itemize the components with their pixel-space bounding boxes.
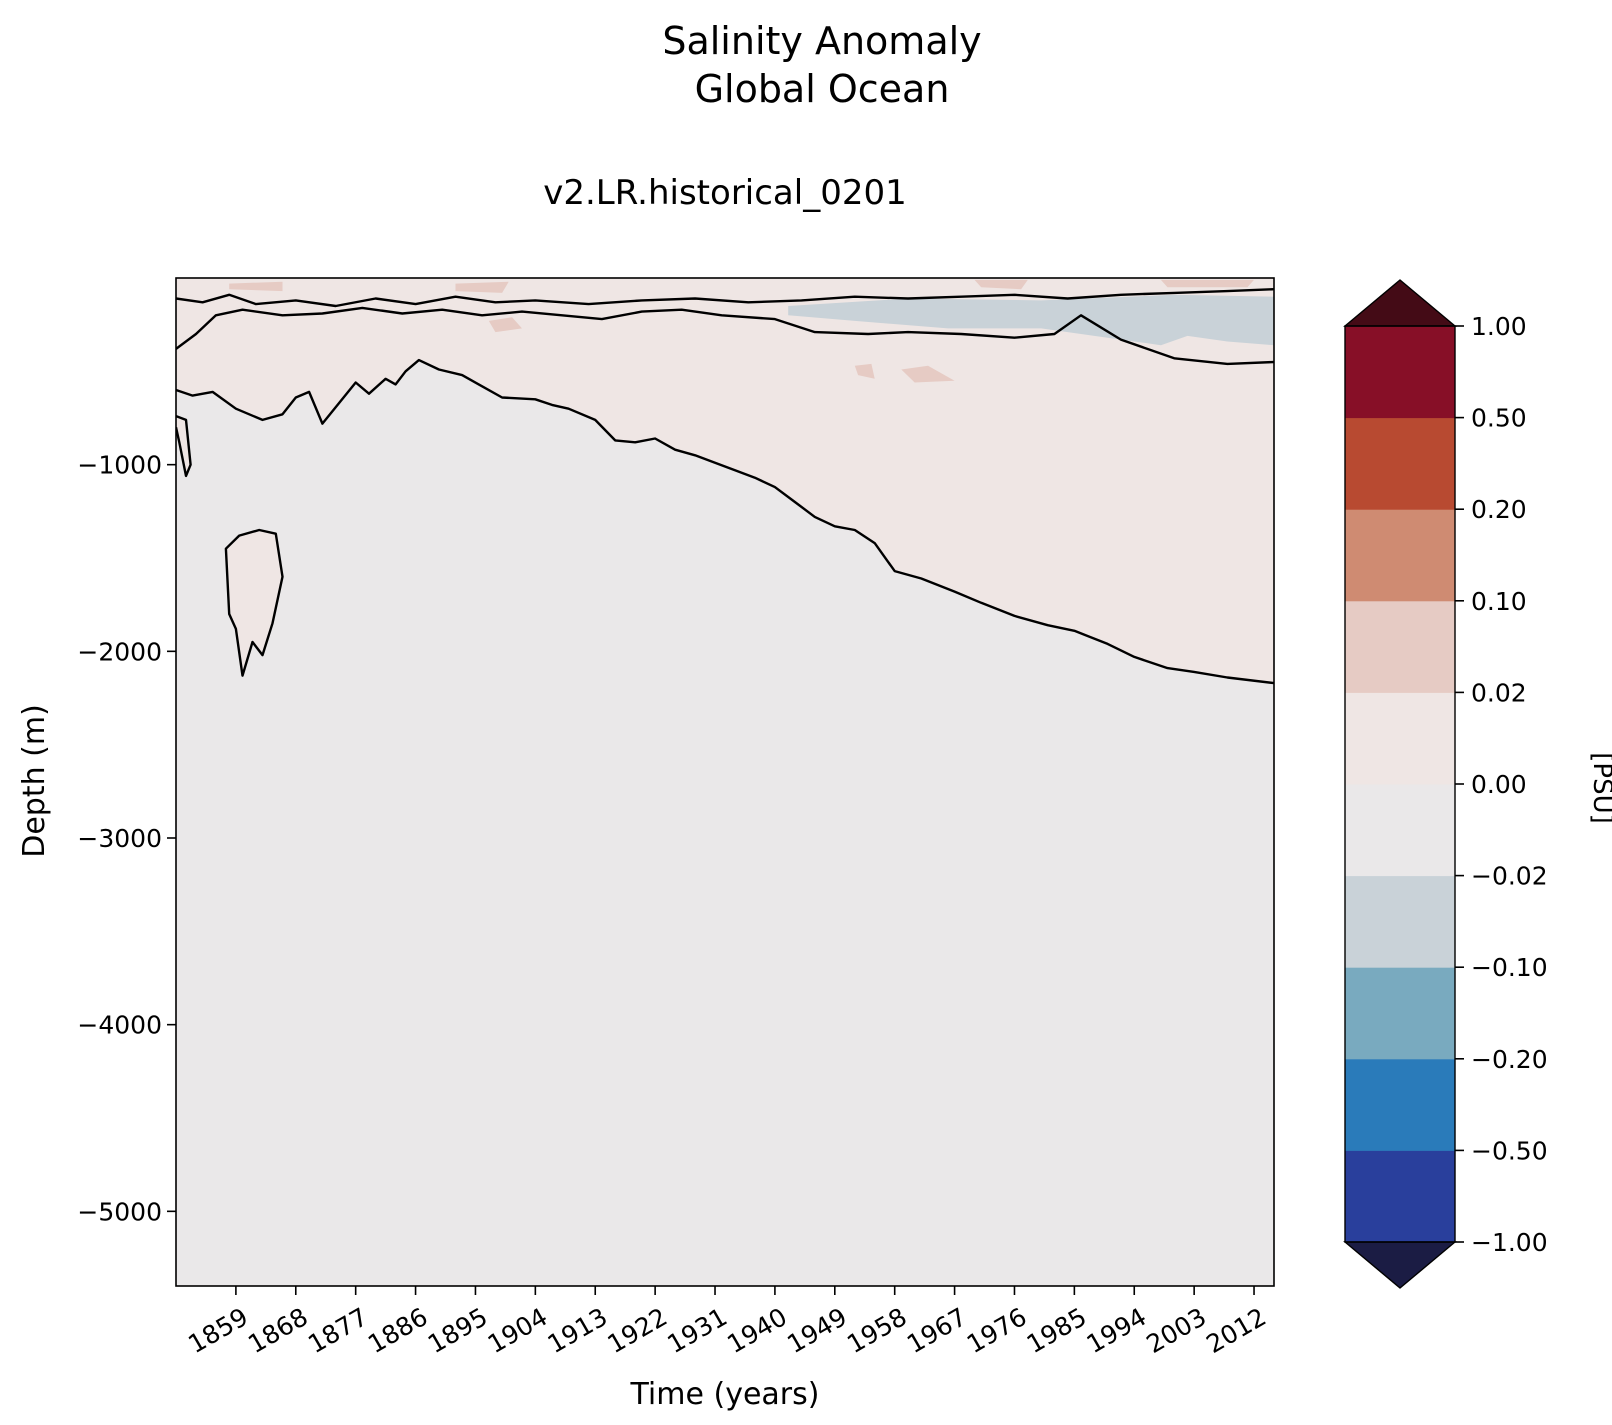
- colorbar-segment: [1345, 784, 1455, 877]
- salty-patch: [974, 279, 1028, 290]
- x-tick-label: 1904: [483, 1302, 553, 1359]
- chart-subtitle: v2.LR.historical_0201: [543, 173, 907, 213]
- x-tick-label: 1859: [183, 1302, 253, 1359]
- upper-contour-b: [176, 306, 1274, 366]
- colorbar-segment: [1345, 875, 1455, 968]
- bubble-contour: [224, 528, 284, 677]
- x-tick-label: 1877: [303, 1302, 373, 1359]
- x-tick-label: 1940: [722, 1302, 792, 1359]
- y-tick-label: −5000: [77, 1197, 162, 1226]
- y-tick-label: −2000: [77, 637, 162, 666]
- colorbar-tick-label: 0.00: [1471, 770, 1527, 799]
- colorbar-tick-label: −0.50: [1471, 1136, 1548, 1165]
- colorbar-under-arrow: [1343, 1241, 1457, 1289]
- salty-patch: [1160, 279, 1254, 288]
- y-tick-label: −4000: [77, 1011, 162, 1040]
- plot-area: [176, 278, 1274, 1286]
- x-tick-label: 1967: [902, 1302, 972, 1359]
- colorbar-over-arrow: [1343, 279, 1457, 327]
- x-tick-label: 1895: [423, 1302, 493, 1359]
- zero-contour: [176, 358, 1274, 685]
- colorbar-tick-label: 0.50: [1471, 404, 1527, 433]
- filled-regions: [176, 278, 1274, 684]
- salty-patch: [455, 281, 509, 293]
- colorbar: −1.00 −0.50 −0.20 −0.10 −0.02 0.00 0.02 0.10 0.2…: [1343, 279, 1548, 1289]
- contour-lines: [176, 288, 1274, 685]
- freshening-band: [788, 294, 1274, 346]
- x-tick-label: 1913: [543, 1302, 613, 1359]
- upper-contour-a: [176, 288, 1274, 308]
- x-tick-label: 1958: [842, 1302, 912, 1359]
- salty-patch: [901, 365, 955, 383]
- colorbar-segment: [1345, 509, 1455, 602]
- deep-positive-bubble: [225, 530, 283, 676]
- salty-patch: [854, 363, 875, 379]
- y-tick-label: −1000: [77, 451, 162, 480]
- y-axis: −1000 −2000 −3000 −4000 −5000: [77, 451, 176, 1226]
- salty-patch: [488, 317, 522, 333]
- x-axis: 1859186818771886189519041913192219311940…: [183, 1286, 1271, 1359]
- colorbar-tick-label: −1.00: [1471, 1228, 1548, 1257]
- chart-title-line1: Salinity Anomaly: [662, 19, 981, 63]
- x-tick-label: 2003: [1142, 1302, 1212, 1359]
- y-axis-label: Depth (m): [17, 704, 52, 858]
- x-tick-label: 1949: [782, 1302, 852, 1359]
- colorbar-segment: [1345, 600, 1455, 693]
- colorbar-label: [PSU]: [1587, 752, 1612, 824]
- colorbar-tick-label: 0.20: [1471, 495, 1527, 524]
- x-tick-label: 1931: [662, 1302, 732, 1359]
- colorbar-segment: [1345, 1058, 1455, 1151]
- colorbar-segment: [1345, 417, 1455, 510]
- positive-surface-region: [176, 278, 1274, 684]
- colorbar-tick-label: 0.10: [1471, 587, 1527, 616]
- x-tick-label: 1886: [363, 1302, 433, 1359]
- x-tick-label: 2012: [1201, 1302, 1271, 1359]
- x-tick-label: 1922: [603, 1302, 673, 1359]
- salty-patch: [229, 281, 283, 292]
- colorbar-segment: [1345, 967, 1455, 1060]
- colorbar-tick-label: −0.02: [1471, 862, 1548, 891]
- y-tick-label: −3000: [77, 824, 162, 853]
- x-tick-label: 1868: [243, 1302, 313, 1359]
- colorbar-segment: [1345, 1150, 1455, 1243]
- x-tick-label: 1985: [1022, 1302, 1092, 1359]
- chart-title-line2: Global Ocean: [695, 67, 950, 111]
- colorbar-tick-label: 1.00: [1471, 312, 1527, 341]
- x-axis-label: Time (years): [630, 1377, 820, 1412]
- x-tick-label: 1976: [962, 1302, 1032, 1359]
- colorbar-tick-label: −0.20: [1471, 1045, 1548, 1074]
- plot-frame: [175, 277, 1275, 1287]
- colorbar-segment: [1345, 326, 1455, 419]
- x-tick-label: 1994: [1082, 1302, 1152, 1359]
- colorbar-tick-label: −0.10: [1471, 953, 1548, 982]
- left-blob-contour: [176, 414, 192, 478]
- colorbar-segment: [1345, 692, 1455, 785]
- colorbar-tick-label: 0.02: [1471, 678, 1527, 707]
